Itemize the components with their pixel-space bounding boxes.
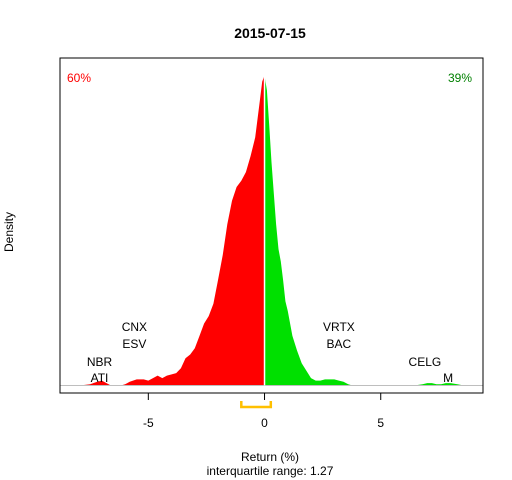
positive-density-area — [264, 75, 465, 386]
iqr-label: interquartile range: 1.27 — [207, 464, 334, 478]
x-axis: -5 0 5 — [143, 393, 384, 430]
iqr-bracket — [240, 401, 273, 409]
left-share-label: 60% — [67, 71, 91, 85]
ticker-label: M — [443, 371, 453, 385]
ticker-label: VRTX — [323, 320, 355, 334]
negative-density-area — [78, 75, 265, 386]
x-axis-label: Return (%) — [241, 450, 299, 464]
ticker-label: NBR — [87, 355, 113, 369]
ticker-label: CNX — [122, 320, 147, 334]
y-axis-label: Density — [2, 212, 16, 252]
chart-title: 2015-07-15 — [234, 25, 306, 41]
ticker-label: ATI — [91, 371, 109, 385]
plot-area — [60, 75, 483, 409]
x-tick-label: -5 — [143, 416, 154, 430]
right-share-label: 39% — [448, 71, 472, 85]
ticker-label: CELG — [409, 355, 442, 369]
x-tick-label: 5 — [377, 416, 384, 430]
plot-frame — [59, 57, 484, 394]
ticker-label: ESV — [122, 337, 146, 351]
x-tick-label: 0 — [261, 416, 268, 430]
ticker-label: BAC — [327, 337, 352, 351]
